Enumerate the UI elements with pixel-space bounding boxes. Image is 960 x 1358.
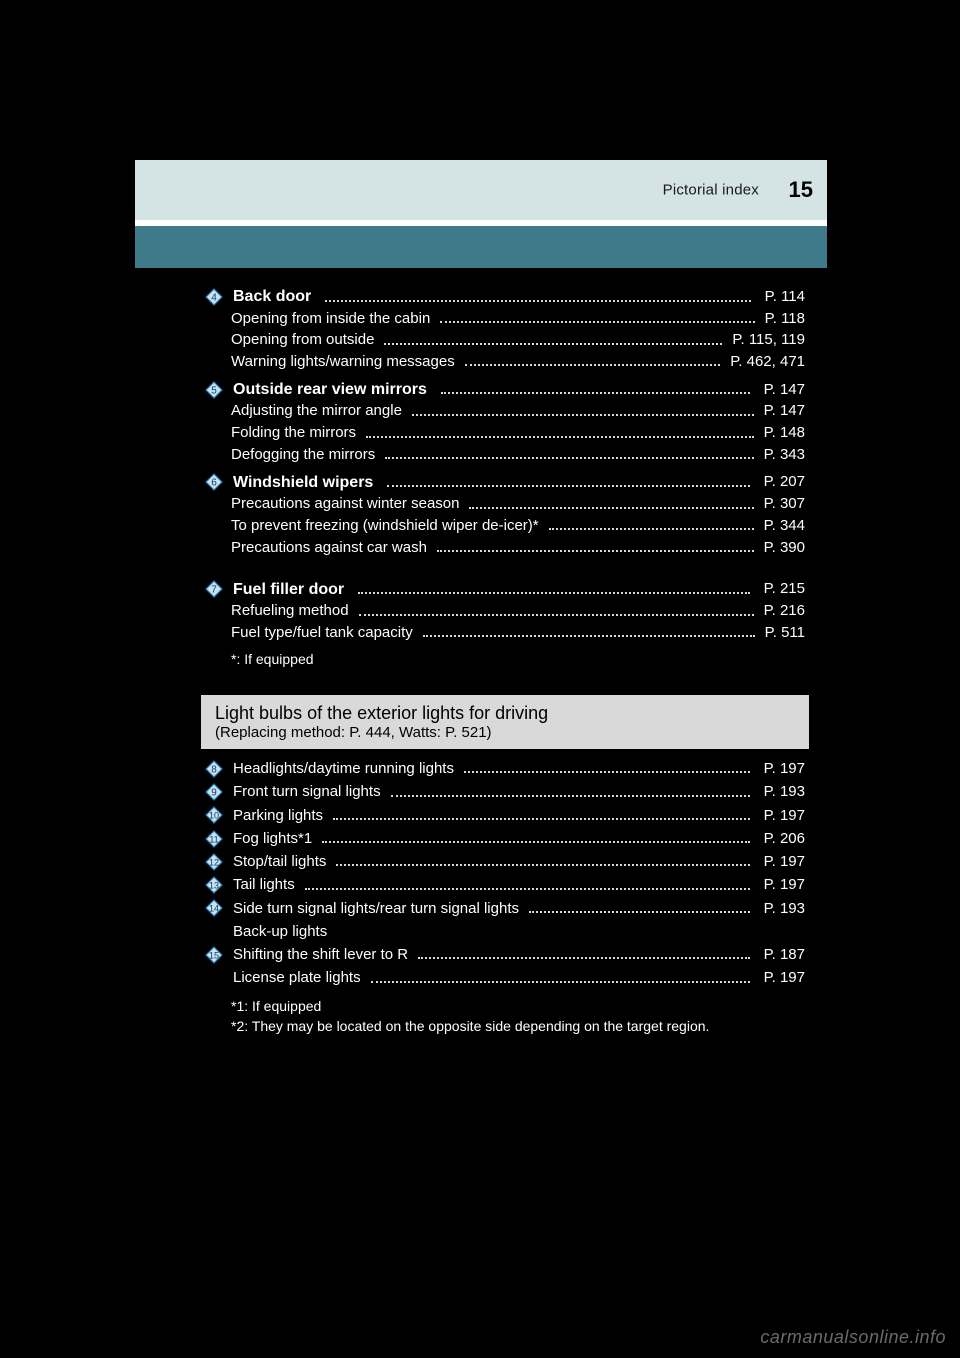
entry-subrow: Precautions against winter seasonP. 307 [205, 493, 805, 515]
watermark: carmanualsonline.info [760, 1327, 946, 1348]
footnote: *: If equipped [205, 650, 805, 670]
svg-text:5: 5 [211, 385, 217, 396]
entry-subrow: Precautions against car washP. 390 [205, 537, 805, 559]
callout-marker-7: 7 [205, 580, 223, 598]
bulb-row: 13 Tail lights P. 197 [205, 873, 805, 896]
bulb-list: 8 Headlights/daytime running lights P. 1… [205, 749, 805, 990]
section-label: Pictorial index [663, 182, 759, 199]
svg-text:12: 12 [209, 857, 219, 867]
entry-subrow: Opening from inside the cabinP. 118 [205, 308, 805, 330]
svg-text:8: 8 [211, 764, 217, 775]
page-ref: P. 215 [764, 579, 805, 599]
index-entry: 5 Outside rear view mirrors P. 147 Adjus… [205, 379, 805, 466]
callout-marker-9: 9 [205, 783, 223, 801]
header-light-bar: Pictorial index 15 [135, 160, 827, 220]
index-entry: 6 Windshield wipers P. 207 Precautions a… [205, 472, 805, 559]
bulb-row: Back-up lights [205, 920, 805, 943]
bulb-row: 12 Stop/tail lights P. 197 [205, 850, 805, 873]
callout-marker-8: 8 [205, 760, 223, 778]
svg-text:11: 11 [209, 834, 218, 844]
bulb-row: 8 Headlights/daytime running lights P. 1… [205, 757, 805, 780]
dot-leader [325, 292, 750, 302]
bulb-row: 10 Parking lights P. 197 [205, 804, 805, 827]
footnote-line: *2: They may be located on the opposite … [231, 1016, 805, 1036]
bulb-footnotes: *1: If equipped *2: They may be located … [205, 990, 805, 1037]
page-ref: P. 114 [765, 287, 805, 307]
bulb-row: 11 Fog lights*1 P. 206 [205, 827, 805, 850]
entry-subrow: Folding the mirrorsP. 148 [205, 422, 805, 444]
page-number: 15 [789, 177, 813, 203]
callout-marker-5: 5 [205, 381, 223, 399]
entry-subrow: Warning lights/warning messagesP. 462, 4… [205, 351, 805, 373]
entry-subrow: Opening from outsideP. 115, 119 [205, 329, 805, 351]
bulb-row: 9 Front turn signal lights P. 193 [205, 780, 805, 803]
entry-subrow: To prevent freezing (windshield wiper de… [205, 515, 805, 537]
bulb-row: 14 Side turn signal lights/rear turn sig… [205, 897, 805, 920]
svg-text:7: 7 [211, 585, 217, 596]
svg-text:10: 10 [209, 811, 219, 821]
callout-marker-4: 4 [205, 288, 223, 306]
bulb-row: License plate lights P. 197 [205, 966, 805, 989]
page-content: 4 Back door P. 114 Opening from inside t… [135, 268, 827, 1036]
entry-subrow: Defogging the mirrorsP. 343 [205, 444, 805, 466]
bulb-row: 15 Shifting the shift lever to R P. 187 [205, 943, 805, 966]
footnote-line: *1: If equipped [231, 996, 805, 1016]
index-entry: 4 Back door P. 114 Opening from inside t… [205, 286, 805, 373]
callout-marker-12: 12 [205, 853, 223, 871]
entry-subrow: Adjusting the mirror angleP. 147 [205, 400, 805, 422]
callout-marker-13: 13 [205, 876, 223, 894]
callout-marker-11: 11 [205, 830, 223, 848]
callout-marker-6: 6 [205, 473, 223, 491]
index-entry: 7 Fuel filler door P. 215 Refueling meth… [205, 579, 805, 644]
svg-text:6: 6 [211, 478, 217, 489]
callout-marker-10: 10 [205, 806, 223, 824]
callout-number: 4 [211, 292, 217, 303]
entry-subrow: Fuel type/fuel tank capacityP. 511 [205, 622, 805, 644]
svg-text:15: 15 [209, 950, 219, 960]
box-title: Light bulbs of the exterior lights for d… [215, 703, 795, 724]
entry-title: Outside rear view mirrors [233, 379, 427, 401]
page-ref: P. 207 [764, 472, 805, 492]
svg-text:14: 14 [209, 904, 219, 914]
header-teal-bar [135, 226, 827, 268]
entry-subrow: Refueling methodP. 216 [205, 600, 805, 622]
entry-title: Back door [233, 286, 311, 308]
svg-text:9: 9 [211, 788, 217, 799]
lightbulbs-box: Light bulbs of the exterior lights for d… [201, 695, 809, 749]
entry-title: Fuel filler door [233, 579, 344, 601]
callout-marker-15: 15 [205, 946, 223, 964]
box-subtitle: (Replacing method: P. 444, Watts: P. 521… [215, 724, 795, 741]
page-ref: P. 147 [764, 380, 805, 400]
svg-text:13: 13 [209, 881, 219, 891]
entry-title: Windshield wipers [233, 472, 373, 494]
manual-page: Pictorial index 15 4 Back door P. 114 Op… [135, 160, 827, 1036]
callout-marker-14: 14 [205, 899, 223, 917]
